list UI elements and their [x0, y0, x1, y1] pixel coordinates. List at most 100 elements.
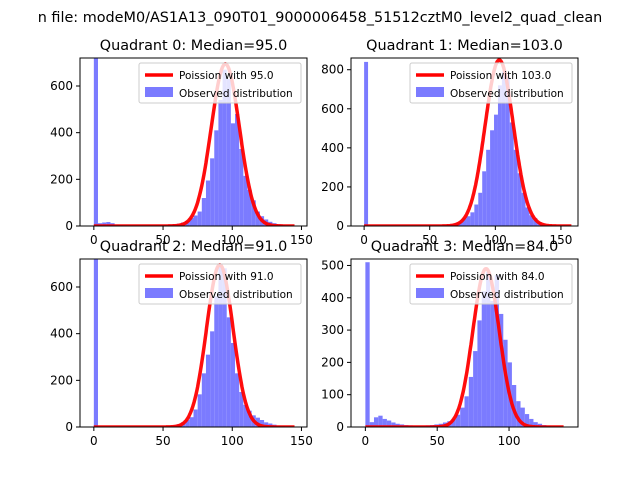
x-tick-label: 100	[498, 434, 521, 448]
histogram-bar	[201, 373, 206, 427]
histogram-bar	[386, 420, 392, 427]
subplot-title: Quadrant 2: Median=91.0	[100, 239, 288, 255]
histogram-bar	[460, 407, 465, 427]
x-tick-label: 0	[90, 233, 98, 247]
poisson-fit-line	[92, 62, 296, 226]
histogram-bar	[509, 122, 514, 226]
histogram-bar	[189, 417, 194, 427]
histogram-bar	[201, 198, 206, 226]
legend-box	[409, 62, 573, 104]
histogram-bar	[259, 420, 265, 427]
y-tick-label: 600	[321, 102, 344, 116]
histogram-bar	[193, 409, 198, 427]
y-tick-label: 600	[50, 79, 73, 93]
y-tick-label: 0	[65, 420, 73, 434]
histogram-bar	[185, 420, 190, 427]
y-tick-label: 200	[321, 355, 344, 369]
legend: Poission with 84.0 Observed distribution	[409, 263, 573, 305]
legend-bar-swatch	[145, 288, 173, 298]
histogram-bar	[497, 85, 502, 226]
plot-area	[92, 259, 298, 427]
legend-bar-swatch	[145, 87, 173, 97]
histogram-bar	[230, 123, 236, 226]
histogram-bar	[205, 354, 211, 427]
legend-label-fit: Poission with 95.0	[179, 70, 274, 82]
histogram-bar	[490, 130, 495, 226]
histogram-bar	[466, 216, 471, 226]
histogram-bar	[222, 69, 227, 226]
legend-label-fit: Poission with 84.0	[450, 271, 545, 283]
x-tick-label: 0	[90, 434, 98, 448]
histogram-bar	[218, 263, 223, 427]
x-tick-label: 100	[221, 233, 244, 247]
plot-area	[363, 58, 573, 226]
subplots-grid: 0 50 100 150 0 200 400 600 Quadrant 0: Median=95…	[50, 38, 579, 448]
poisson-fit-line	[363, 58, 573, 226]
legend-box	[138, 263, 302, 305]
histogram-bar	[490, 301, 495, 427]
histogram-bar	[369, 422, 374, 427]
legend-label-fit: Poission with 91.0	[179, 271, 274, 283]
plot-area	[92, 58, 298, 226]
histogram-bar	[214, 296, 219, 427]
histogram-bar	[464, 396, 469, 427]
legend: Poission with 95.0 Observed distribution	[138, 62, 302, 104]
histogram-bar	[468, 376, 474, 427]
histogram-bar	[505, 77, 510, 226]
subplot-quadrant-2: 0 50 100 150 0 200 400 600 Quadrant 2: Median=91…	[50, 239, 313, 448]
legend-label-fit: Poission with 103.0	[450, 70, 551, 82]
y-tick-label: 400	[321, 141, 344, 155]
x-tick-label: 50	[430, 434, 445, 448]
histogram-bar	[494, 114, 498, 226]
legend-label-observed: Observed distribution	[179, 289, 293, 301]
histogram-bar	[525, 207, 530, 226]
legend-bar-swatch	[416, 288, 444, 298]
histogram-bar	[486, 149, 491, 226]
histogram-bar	[218, 100, 223, 226]
legend-label-observed: Observed distribution	[450, 289, 564, 301]
histogram-bar	[264, 422, 269, 427]
histogram-bar	[239, 149, 244, 226]
legend-bar-swatch	[416, 87, 444, 97]
x-tick-label: 0	[362, 434, 370, 448]
histogram-bar	[210, 331, 215, 427]
histogram-bar	[481, 291, 487, 427]
histogram-bar	[214, 130, 219, 226]
histogram-bar	[243, 175, 248, 226]
histogram-bar	[247, 189, 252, 226]
y-tick-label: 200	[50, 373, 73, 387]
histogram-bar	[378, 415, 383, 427]
subplot-quadrant-1: 0 50 100 150 0 200 400 600 800 Quadrant 1: Median…	[321, 38, 579, 247]
histogram-bar	[197, 211, 202, 226]
histogram-bar	[255, 211, 260, 226]
histogram-bar	[364, 61, 369, 226]
histogram-bar	[516, 401, 521, 427]
histogram-bar	[513, 149, 518, 226]
histogram-bar	[251, 200, 256, 226]
histogram-bar	[521, 192, 526, 226]
y-tick-label: 800	[321, 63, 344, 77]
histogram-bar	[373, 417, 379, 427]
axes-frame	[350, 258, 579, 428]
x-tick-label: 150	[290, 233, 313, 247]
y-tick-label: 200	[50, 172, 73, 186]
histogram-bar	[529, 215, 534, 226]
histogram-bar	[205, 180, 211, 226]
histogram-bar	[477, 320, 482, 427]
histogram-bar	[106, 222, 111, 226]
y-tick-label: 200	[321, 180, 344, 194]
x-tick-label: 150	[549, 233, 572, 247]
histogram-bar	[226, 317, 231, 427]
histogram-bar	[478, 192, 483, 226]
y-tick-label: 100	[321, 388, 344, 402]
histogram-bar	[210, 158, 215, 226]
histogram-bar	[235, 373, 240, 427]
histogram-bar	[451, 418, 456, 427]
histogram-bar	[93, 259, 98, 427]
histogram-bar	[93, 58, 98, 226]
histogram-bar	[239, 392, 244, 427]
legend: Poission with 91.0 Observed distribution	[138, 263, 302, 305]
y-tick-label: 0	[336, 420, 344, 434]
y-tick-label: 0	[65, 219, 73, 233]
